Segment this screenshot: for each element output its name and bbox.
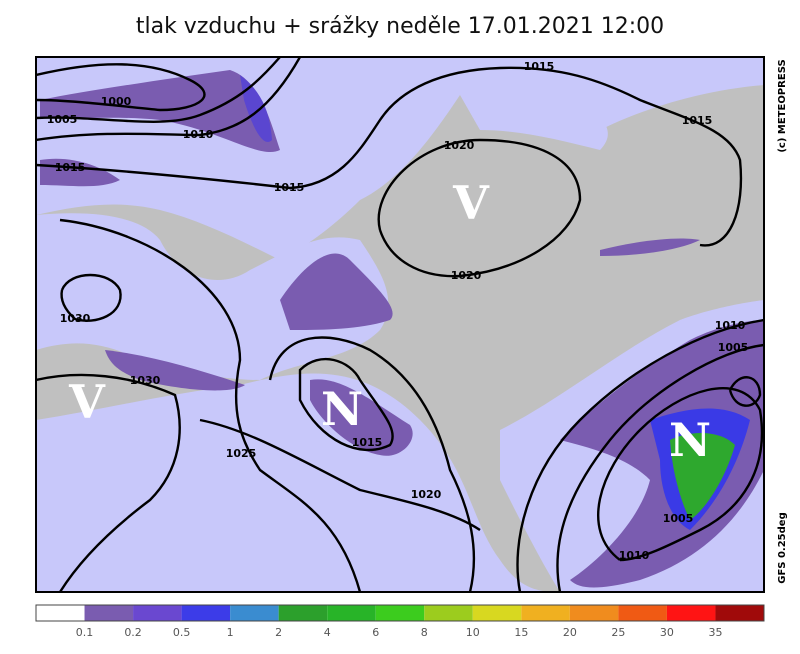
isobar (516, 318, 764, 592)
isobar-label: 1015 (682, 114, 713, 127)
precip-band (600, 238, 700, 256)
isobar (728, 376, 762, 407)
colorbar-label: 2 (275, 626, 282, 639)
colorbar-label: 25 (611, 626, 625, 639)
colorbar-label: 10 (466, 626, 480, 639)
colorbar-swatch (327, 605, 376, 621)
colorbar-label: 0.2 (124, 626, 142, 639)
isobar (268, 336, 476, 592)
isobar-label: 1015 (352, 436, 383, 449)
isobar (36, 57, 281, 123)
colorbar-label: 0.1 (76, 626, 94, 639)
isobar-label: 1020 (451, 269, 482, 282)
map-frame (35, 56, 765, 593)
isobar-label: 1000 (101, 95, 132, 108)
colorbar-label: 15 (514, 626, 528, 639)
colorbar-swatch (84, 605, 134, 621)
isobar-label: 1030 (60, 312, 91, 325)
isobar-label: 1015 (524, 60, 555, 73)
colorbar: 0.1 0.2 0.5 1 2 4 6 8 10 15 20 25 30 35 (35, 604, 765, 639)
colorbar-swatch (472, 605, 522, 621)
colorbar-label: 4 (324, 626, 331, 639)
colorbar-swatch (278, 605, 328, 621)
colorbar-swatch (521, 605, 570, 621)
precip-band (280, 253, 393, 330)
isobar-label: 1020 (444, 139, 475, 152)
colorbar-label: 1 (227, 626, 234, 639)
isobar-label: 1015 (274, 181, 305, 194)
colorbar-swatch (230, 605, 279, 621)
isobar-label: 1015 (55, 161, 86, 174)
precip-light (36, 373, 560, 592)
isobar-label: 1030 (130, 374, 161, 387)
isobar (377, 138, 582, 278)
isobar (60, 273, 122, 322)
colorbar-label: 0.5 (173, 626, 191, 639)
colorbar-frame (35, 604, 765, 622)
pressure-center: V (452, 176, 490, 230)
pressure-center: V (68, 375, 106, 429)
isobar-label: 1010 (715, 319, 746, 332)
isobar (36, 66, 743, 247)
isobar-label: 1020 (411, 488, 442, 501)
isobar (556, 343, 764, 592)
colorbar-swatch (375, 605, 425, 621)
colorbar-swatch (715, 605, 764, 621)
precip-band (310, 379, 413, 456)
isobar (199, 418, 481, 531)
pressure-center: N (321, 382, 363, 436)
model-label: GFS 0.25deg (777, 512, 788, 584)
isobar-label: 1005 (718, 341, 749, 354)
map-area (36, 57, 764, 592)
colorbar-swatch (424, 605, 473, 621)
isobar (59, 218, 362, 592)
isobar-label: 1010 (183, 128, 214, 141)
colorbar-swatch (666, 605, 716, 621)
isobar-label: 1025 (226, 447, 257, 460)
isobar (298, 357, 394, 452)
precip-band (105, 350, 245, 391)
isobar (36, 57, 302, 142)
isobar (36, 373, 181, 592)
isobar (36, 63, 206, 112)
copyright: (c) METEOPRESS (777, 59, 788, 152)
isobar-label: 1005 (663, 512, 694, 525)
colorbar-label: 20 (563, 626, 577, 639)
pressure-center: N (669, 413, 711, 467)
colorbar-swatch (181, 605, 231, 621)
colorbar-swatch (36, 605, 85, 621)
precip-light (36, 213, 389, 380)
precip-light (460, 79, 608, 150)
colorbar-label: 6 (372, 626, 379, 639)
colorbar-swatch (133, 605, 182, 621)
map-title: tlak vzduchu + srážky neděle 17.01.2021 … (136, 14, 664, 39)
colorbar-swatch (569, 605, 619, 621)
precip-band (240, 75, 272, 142)
isobar-label: 1005 (47, 113, 78, 126)
colorbar-swatch (618, 605, 667, 621)
colorbar-label: 35 (708, 626, 722, 639)
isobar-label: 1010 (619, 549, 650, 562)
colorbar-label: 30 (660, 626, 674, 639)
colorbar-label: 8 (421, 626, 428, 639)
precip-band (670, 433, 735, 520)
